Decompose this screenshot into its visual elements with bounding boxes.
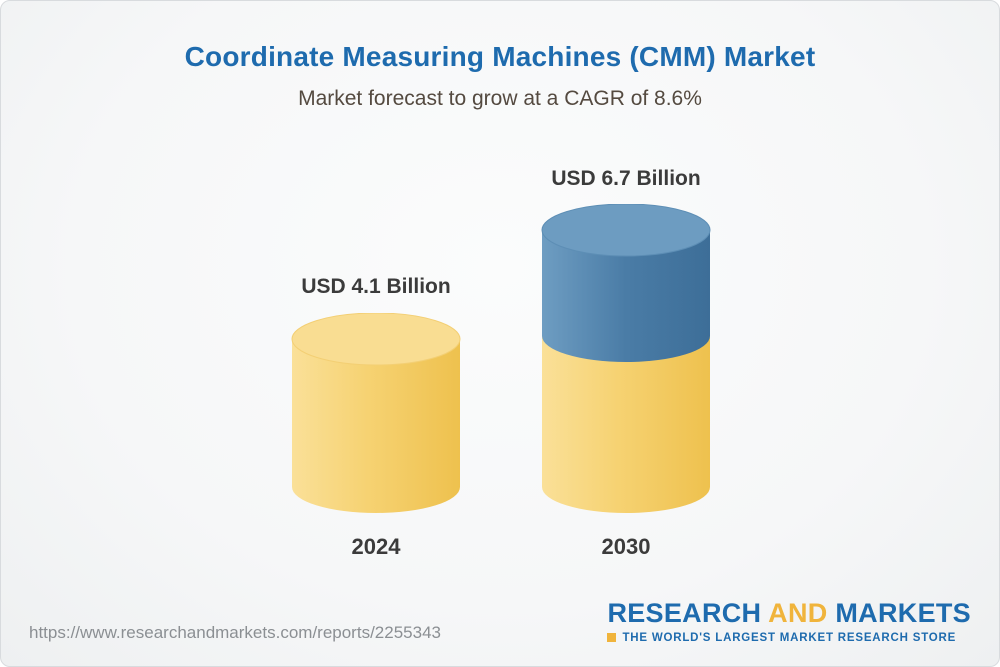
source-url[interactable]: https://www.researchandmarkets.com/repor… — [29, 623, 441, 642]
logo-tagline: THE WORLD'S LARGEST MARKET RESEARCH STOR… — [622, 631, 957, 644]
logo-word-markets: MARKETS — [835, 598, 971, 628]
logo-word-research: RESEARCH — [607, 598, 762, 628]
category-label-2030: 2030 — [601, 534, 651, 559]
logo-wordmark: RESEARCH AND MARKETS — [607, 598, 971, 629]
page-subtitle: Market forecast to grow at a CAGR of 8.6… — [298, 87, 702, 110]
bar-2030-base-segment — [542, 336, 710, 513]
value-label-2024: USD 4.1 Billion — [301, 275, 451, 298]
logo-word-and: AND — [768, 598, 828, 628]
bar-2024-cylinder — [291, 313, 461, 513]
bar-2030-growth-segment — [542, 230, 710, 362]
page-title: Coordinate Measuring Machines (CMM) Mark… — [184, 41, 816, 72]
logo-square-icon — [607, 633, 617, 643]
research-and-markets-logo: RESEARCH AND MARKETS THE WORLD'S LARGEST… — [607, 598, 971, 644]
logo-tagline-row: THE WORLD'S LARGEST MARKET RESEARCH STOR… — [607, 632, 971, 644]
value-label-2030: USD 6.7 Billion — [551, 167, 701, 190]
category-label-2024: 2024 — [351, 534, 401, 559]
bar-2030-cylinder — [541, 204, 711, 513]
